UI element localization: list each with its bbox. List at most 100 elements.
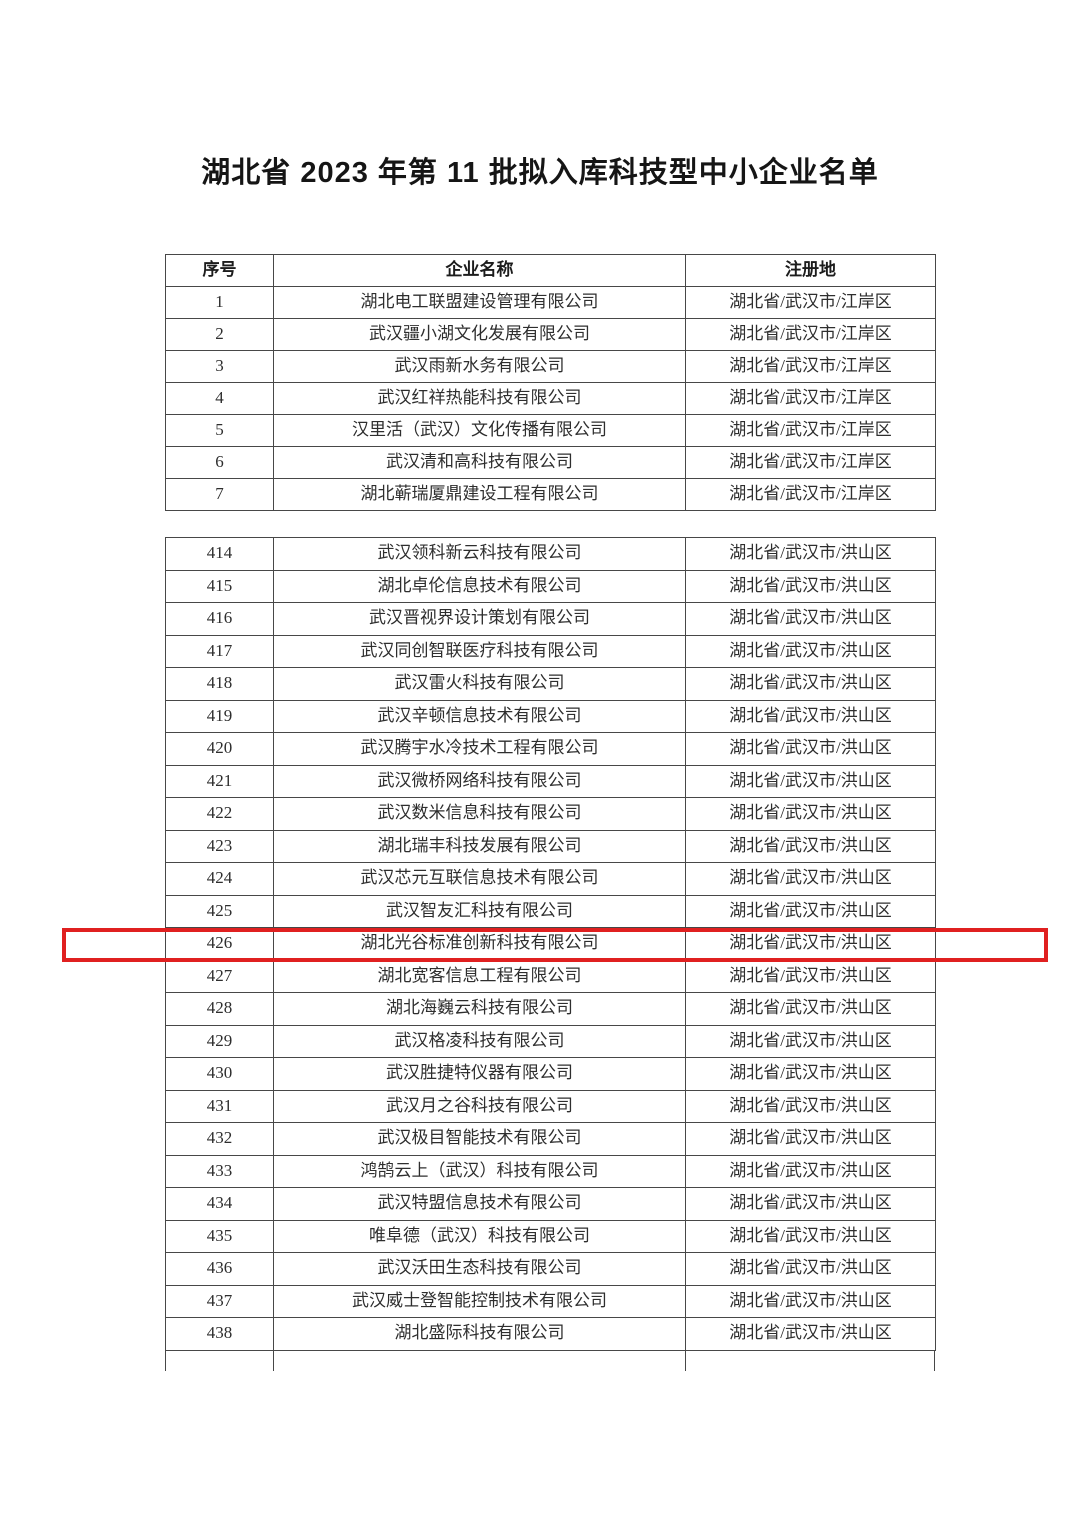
- company-name: 武汉雷火科技有限公司: [273, 667, 686, 701]
- company-name: 武汉月之谷科技有限公司: [273, 1089, 686, 1123]
- row-number: 3: [165, 350, 274, 383]
- registration-region: 湖北省/武汉市/洪山区: [685, 1219, 936, 1253]
- registration-region: 湖北省/武汉市/洪山区: [685, 764, 936, 798]
- table-row: 428 湖北海巍云科技有限公司 湖北省/武汉市/洪山区: [165, 992, 936, 1026]
- row-number: 422: [165, 797, 274, 831]
- table-row: 420 武汉腾宇水冷技术工程有限公司 湖北省/武汉市/洪山区: [165, 732, 936, 766]
- table-row: 425 武汉智友汇科技有限公司 湖北省/武汉市/洪山区: [165, 894, 936, 928]
- row-number: 421: [165, 764, 274, 798]
- registration-region: 湖北省/武汉市/江岸区: [685, 446, 936, 479]
- column-header-region: 注册地: [685, 254, 936, 287]
- company-name: 武汉疆小湖文化发展有限公司: [273, 318, 686, 351]
- company-name: 武汉清和高科技有限公司: [273, 446, 686, 479]
- table-row: 1 湖北电工联盟建设管理有限公司 湖北省/武汉市/江岸区: [165, 286, 936, 319]
- row-number: 7: [165, 478, 274, 511]
- registration-region: 湖北省/武汉市/洪山区: [685, 1284, 936, 1318]
- row-number: 434: [165, 1187, 274, 1221]
- company-name: 唯阜德（武汉）科技有限公司: [273, 1219, 686, 1253]
- registration-region: 湖北省/武汉市/江岸区: [685, 382, 936, 415]
- company-table-section-2: 414 武汉领科新云科技有限公司 湖北省/武汉市/洪山区 415 湖北卓伦信息技术有限公…: [165, 537, 936, 1351]
- row-number: 5: [165, 414, 274, 447]
- registration-region: 湖北省/武汉市/洪山区: [685, 1154, 936, 1188]
- company-name: 武汉智友汇科技有限公司: [273, 894, 686, 928]
- registration-region: 湖北省/武汉市/江岸区: [685, 478, 936, 511]
- row-number: 426: [165, 927, 274, 961]
- row-number: 417: [165, 634, 274, 668]
- registration-region: 湖北省/武汉市/洪山区: [685, 992, 936, 1026]
- row-number: 430: [165, 1057, 274, 1091]
- row-number: 2: [165, 318, 274, 351]
- row-number: 418: [165, 667, 274, 701]
- company-name: 武汉威士登智能控制技术有限公司: [273, 1284, 686, 1318]
- registration-region: 湖北省/武汉市/洪山区: [685, 1089, 936, 1123]
- table-row: 422 武汉数米信息科技有限公司 湖北省/武汉市/洪山区: [165, 797, 936, 831]
- company-name: 武汉雨新水务有限公司: [273, 350, 686, 383]
- row-number: 431: [165, 1089, 274, 1123]
- registration-region: 湖北省/武汉市/洪山区: [685, 959, 936, 993]
- company-name: 湖北盛际科技有限公司: [273, 1317, 686, 1351]
- row-number: 420: [165, 732, 274, 766]
- row-number: 429: [165, 1024, 274, 1058]
- row-number: 433: [165, 1154, 274, 1188]
- table-row: 430 武汉胜捷特仪器有限公司 湖北省/武汉市/洪山区: [165, 1057, 936, 1091]
- company-name: 汉里活（武汉）文化传播有限公司: [273, 414, 686, 447]
- company-name: 武汉胜捷特仪器有限公司: [273, 1057, 686, 1091]
- row-number: 438: [165, 1317, 274, 1351]
- registration-region: 湖北省/武汉市/洪山区: [685, 862, 936, 896]
- row-number: 435: [165, 1219, 274, 1253]
- registration-region: 湖北省/武汉市/洪山区: [685, 732, 936, 766]
- company-name: 武汉芯元互联信息技术有限公司: [273, 862, 686, 896]
- company-name: 武汉特盟信息技术有限公司: [273, 1187, 686, 1221]
- registration-region: 湖北省/武汉市/洪山区: [685, 829, 936, 863]
- registration-region: 湖北省/武汉市/洪山区: [685, 1317, 936, 1351]
- table-row: 435 唯阜德（武汉）科技有限公司 湖北省/武汉市/洪山区: [165, 1219, 936, 1253]
- table-row: 421 武汉微桥网络科技有限公司 湖北省/武汉市/洪山区: [165, 764, 936, 798]
- registration-region: 湖北省/武汉市/洪山区: [685, 927, 936, 961]
- table-header-row: 序号 企业名称 注册地: [165, 254, 936, 287]
- page-title: 湖北省 2023 年第 11 批拟入库科技型中小企业名单: [201, 157, 879, 189]
- table-row: 416 武汉晋视界设计策划有限公司 湖北省/武汉市/洪山区: [165, 602, 936, 636]
- table-row: 418 武汉雷火科技有限公司 湖北省/武汉市/洪山区: [165, 667, 936, 701]
- company-name: 湖北电工联盟建设管理有限公司: [273, 286, 686, 319]
- registration-region: 湖北省/武汉市/洪山区: [685, 602, 936, 636]
- table-row: 432 武汉极目智能技术有限公司 湖北省/武汉市/洪山区: [165, 1122, 936, 1156]
- table-row: 438 湖北盛际科技有限公司 湖北省/武汉市/洪山区: [165, 1317, 936, 1351]
- company-name: 武汉辛顿信息技术有限公司: [273, 699, 686, 733]
- row-number: 423: [165, 829, 274, 863]
- row-number: 427: [165, 959, 274, 993]
- row-number: 432: [165, 1122, 274, 1156]
- registration-region: 湖北省/武汉市/洪山区: [685, 1057, 936, 1091]
- registration-region: 湖北省/武汉市/洪山区: [685, 1187, 936, 1221]
- row-number: 419: [165, 699, 274, 733]
- company-table-section-1: 序号 企业名称 注册地 1 湖北电工联盟建设管理有限公司 湖北省/武汉市/江岸区 2 武…: [165, 254, 936, 511]
- table-row: 424 武汉芯元互联信息技术有限公司 湖北省/武汉市/洪山区: [165, 862, 936, 896]
- registration-region: 湖北省/武汉市/洪山区: [685, 537, 936, 571]
- company-name: 湖北瑞丰科技发展有限公司: [273, 829, 686, 863]
- company-name: 鸿鹄云上（武汉）科技有限公司: [273, 1154, 686, 1188]
- company-name: 武汉腾宇水冷技术工程有限公司: [273, 732, 686, 766]
- row-number: 436: [165, 1252, 274, 1286]
- company-name: 武汉沃田生态科技有限公司: [273, 1252, 686, 1286]
- column-header-company-name: 企业名称: [273, 254, 686, 287]
- row-number: 415: [165, 569, 274, 603]
- table-row: 417 武汉同创智联医疗科技有限公司 湖北省/武汉市/洪山区: [165, 634, 936, 668]
- company-name: 湖北蕲瑞厦鼎建设工程有限公司: [273, 478, 686, 511]
- company-name: 湖北卓伦信息技术有限公司: [273, 569, 686, 603]
- registration-region: 湖北省/武汉市/江岸区: [685, 350, 936, 383]
- company-name: 武汉极目智能技术有限公司: [273, 1122, 686, 1156]
- table-row-highlighted: 426 湖北光谷标准创新科技有限公司 湖北省/武汉市/洪山区: [165, 927, 936, 961]
- table-row: 414 武汉领科新云科技有限公司 湖北省/武汉市/洪山区: [165, 537, 936, 571]
- table-row: 7 湖北蕲瑞厦鼎建设工程有限公司 湖北省/武汉市/江岸区: [165, 478, 936, 511]
- table-row: 436 武汉沃田生态科技有限公司 湖北省/武汉市/洪山区: [165, 1252, 936, 1286]
- company-name: 湖北光谷标准创新科技有限公司: [273, 927, 686, 961]
- company-name: 武汉数米信息科技有限公司: [273, 797, 686, 831]
- table-row: 429 武汉格凌科技有限公司 湖北省/武汉市/洪山区: [165, 1024, 936, 1058]
- company-name: 武汉同创智联医疗科技有限公司: [273, 634, 686, 668]
- company-name: 湖北宽客信息工程有限公司: [273, 959, 686, 993]
- company-name: 武汉格凌科技有限公司: [273, 1024, 686, 1058]
- table-row: 415 湖北卓伦信息技术有限公司 湖北省/武汉市/洪山区: [165, 569, 936, 603]
- table-divider-line: [685, 1350, 686, 1371]
- registration-region: 湖北省/武汉市/江岸区: [685, 318, 936, 351]
- row-number: 428: [165, 992, 274, 1026]
